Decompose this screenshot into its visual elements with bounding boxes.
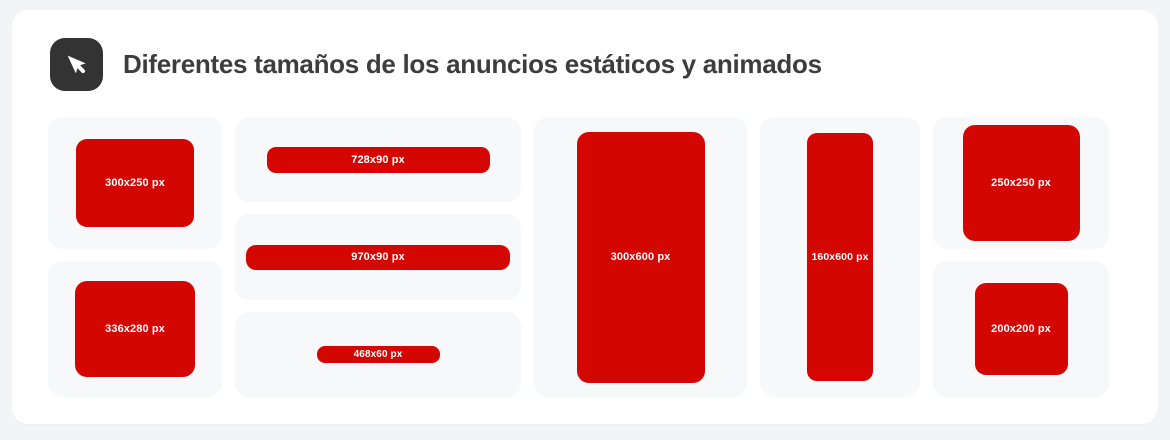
ad-rect-300x600: 300x600 px xyxy=(576,131,705,383)
ad-card-336x280: 336x280 px xyxy=(48,261,222,397)
ad-rect-160x600: 160x600 px xyxy=(807,133,873,381)
ad-rect-336x280: 336x280 px xyxy=(75,281,195,377)
ad-card-728x90: 728x90 px xyxy=(235,117,521,202)
ad-card-200x200: 200x200 px xyxy=(933,261,1109,397)
ad-card-250x250: 250x250 px xyxy=(933,117,1109,249)
ad-rect-250x250: 250x250 px xyxy=(962,125,1080,241)
ad-card-300x600: 300x600 px xyxy=(534,117,747,397)
ad-rect-728x90: 728x90 px xyxy=(266,146,490,173)
ad-card-468x60: 468x60 px xyxy=(235,312,521,397)
column-rectangles: 300x250 px 336x280 px xyxy=(48,117,222,397)
header: Diferentes tamaños de los anuncios estát… xyxy=(50,38,822,91)
ad-rect-300x250: 300x250 px xyxy=(76,139,194,227)
column-skyscraper: 160x600 px xyxy=(760,117,920,397)
ad-card-160x600: 160x600 px xyxy=(760,117,920,397)
page-title: Diferentes tamaños de los anuncios estát… xyxy=(123,49,822,79)
cursor-arrow-icon xyxy=(50,38,103,91)
ad-card-970x90: 970x90 px xyxy=(235,214,521,300)
ad-rect-468x60: 468x60 px xyxy=(316,346,440,363)
column-halfpage: 300x600 px xyxy=(534,117,747,397)
ad-card-300x250: 300x250 px xyxy=(48,117,222,249)
ad-rect-200x200: 200x200 px xyxy=(974,283,1068,375)
column-squares: 250x250 px 200x200 px xyxy=(933,117,1109,397)
column-banners: 728x90 px 970x90 px 468x60 px xyxy=(235,117,521,397)
ad-rect-970x90: 970x90 px xyxy=(246,244,510,270)
ad-sizes-grid: 300x250 px 336x280 px 728x90 px 970x90 p… xyxy=(48,117,1109,397)
